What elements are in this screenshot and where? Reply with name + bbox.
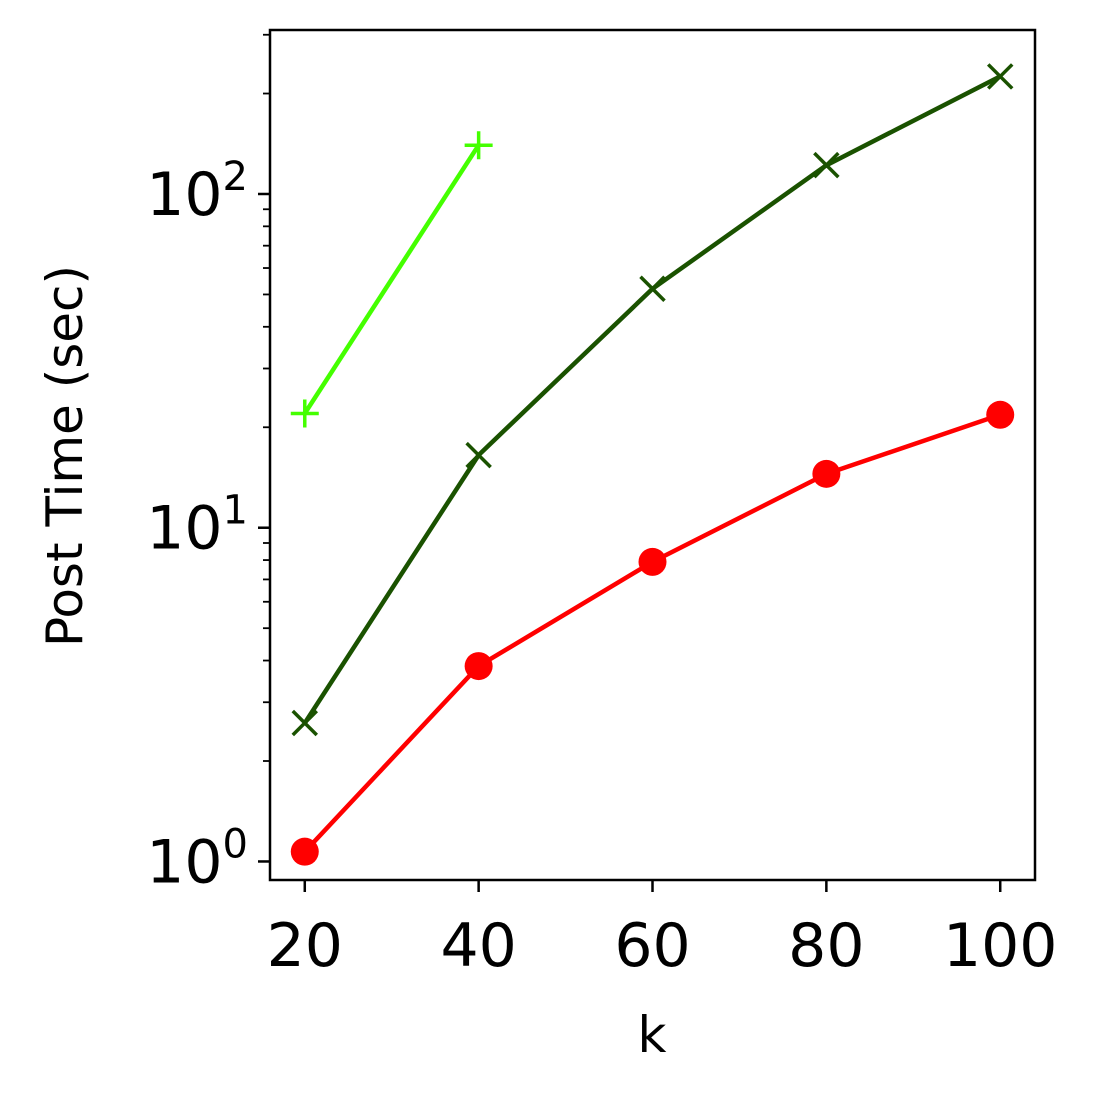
series-0-point-1 [464,131,493,160]
x-axis-title: k [638,1006,667,1064]
y-axis-title: Post Time (sec) [36,265,94,647]
series-layer [290,63,1015,866]
series-2-point-2 [638,547,667,576]
x-tick-label-0: 20 [267,911,343,981]
series-0-line [302,143,481,415]
series-1-point-4 [986,63,1014,90]
series-1-point-1 [465,441,492,469]
series-1 [291,63,1014,737]
series-2 [290,400,1015,866]
x-tick-label-3: 80 [788,911,864,981]
series-0 [290,131,493,428]
x-tick-label-1: 40 [440,911,516,981]
series-2-point-0 [290,837,319,866]
axes-layer: 20 40 60 80 100 100 101 102 [146,28,1058,981]
x-tick-label-2: 60 [614,911,690,981]
series-2-point-1 [464,652,493,681]
x-tick-label-4: 100 [943,911,1058,981]
series-2-point-4 [986,400,1015,429]
y-tick-label-0: 100 [146,821,248,897]
y-tick-label-2: 102 [146,154,248,230]
y-tick-label-1: 101 [146,488,248,564]
series-2-point-3 [812,459,841,488]
series-1-point-0 [291,709,319,737]
series-0-point-0 [290,399,319,428]
series-1-point-3 [813,151,840,179]
series-1-point-2 [639,275,666,303]
